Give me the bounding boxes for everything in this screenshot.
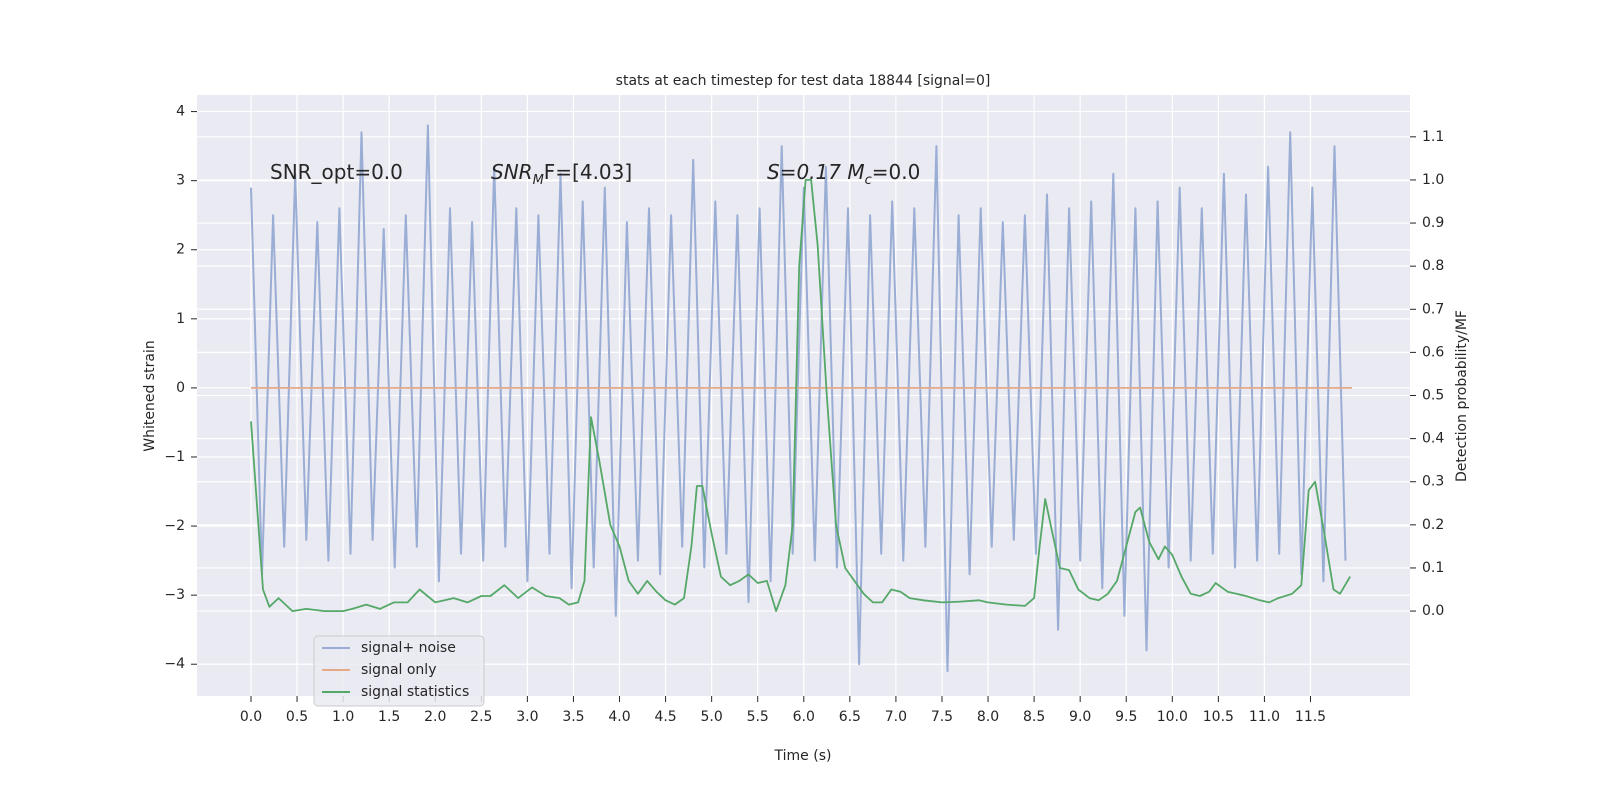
y-tick-label: −1 [164,449,185,465]
y2-tick-label: 0.4 [1422,431,1444,447]
annotation: SNRMF=[4.03] [491,160,632,189]
y-tick-label: 2 [176,242,185,258]
x-tick-label: 1.5 [378,709,400,725]
legend-label: signal statistics [361,684,469,700]
x-tick-label: 10.0 [1157,709,1188,725]
x-tick-label: 11.5 [1295,709,1326,725]
annotation-part: M [533,173,544,188]
x-tick-label: 2.5 [470,709,492,725]
x-tick-label: 11.0 [1249,709,1280,725]
y-tick-label: 1 [176,311,185,327]
annotation-part: =0.0 [872,160,921,184]
y2-tick-label: 0.8 [1422,258,1444,274]
x-tick-label: 8.0 [977,709,999,725]
x-tick-label: 0.0 [240,709,262,725]
y2-tick-label: 0.0 [1422,603,1444,619]
y2-tick-label: 1.1 [1422,129,1444,145]
y2-axis-label: Detection probability/MF [1454,310,1470,482]
y2-tick-label: 0.9 [1422,215,1444,231]
legend-label: signal only [361,662,436,678]
y2-tick-label: 0.2 [1422,517,1444,533]
annotation: S=0.17 Mc=0.0 [767,160,920,189]
annotation-part: SNR_opt=0.0 [270,160,403,184]
x-axis-label: Time (s) [774,748,832,764]
y-tick-label: −4 [164,656,185,672]
x-tick-label: 3.0 [516,709,538,725]
series-line [250,179,1351,612]
x-tick-label: 0.5 [286,709,308,725]
y2-tick-label: 0.6 [1422,344,1444,360]
x-tick-label: 6.0 [793,709,815,725]
y-tick-label: 4 [176,104,185,120]
x-tick-label: 5.5 [747,709,769,725]
y-tick-label: 3 [176,173,185,189]
x-tick-label: 2.0 [424,709,446,725]
chart-title: stats at each timestep for test data 188… [616,73,991,89]
x-tick-label: 6.5 [839,709,861,725]
x-tick-label: 9.0 [1069,709,1091,725]
y-tick-label: −3 [164,587,185,603]
x-tick-label: 9.5 [1115,709,1137,725]
x-tick-label: 5.0 [701,709,723,725]
annotation-part: SNR [491,160,533,184]
y-axis-label: Whitened strain [142,340,158,451]
x-tick-label: 7.0 [885,709,907,725]
y-tick-label: −2 [164,518,185,534]
x-tick-label: 8.5 [1023,709,1045,725]
y2-tick-label: 1.0 [1422,172,1444,188]
legend-box [313,635,485,707]
x-tick-label: 1.0 [332,709,354,725]
x-tick-label: 4.0 [608,709,630,725]
y2-tick-label: 0.5 [1422,388,1444,404]
legend-label: signal+ noise [361,640,456,656]
series-line [250,124,1347,673]
annotation: SNR_opt=0.0 [270,160,403,184]
annotation-part: S=0.17 M [767,160,865,184]
x-tick-label: 7.5 [931,709,953,725]
y2-tick-label: 0.1 [1422,560,1444,576]
annotation-part: c [865,173,872,188]
y2-tick-label: 0.7 [1422,301,1444,317]
x-tick-label: 3.5 [562,709,584,725]
annotation-part: F=[4.03] [544,160,632,184]
x-tick-label: 4.5 [654,709,676,725]
y-tick-label: 0 [176,380,185,396]
x-tick-label: 10.5 [1203,709,1234,725]
y2-tick-label: 0.3 [1422,474,1444,490]
